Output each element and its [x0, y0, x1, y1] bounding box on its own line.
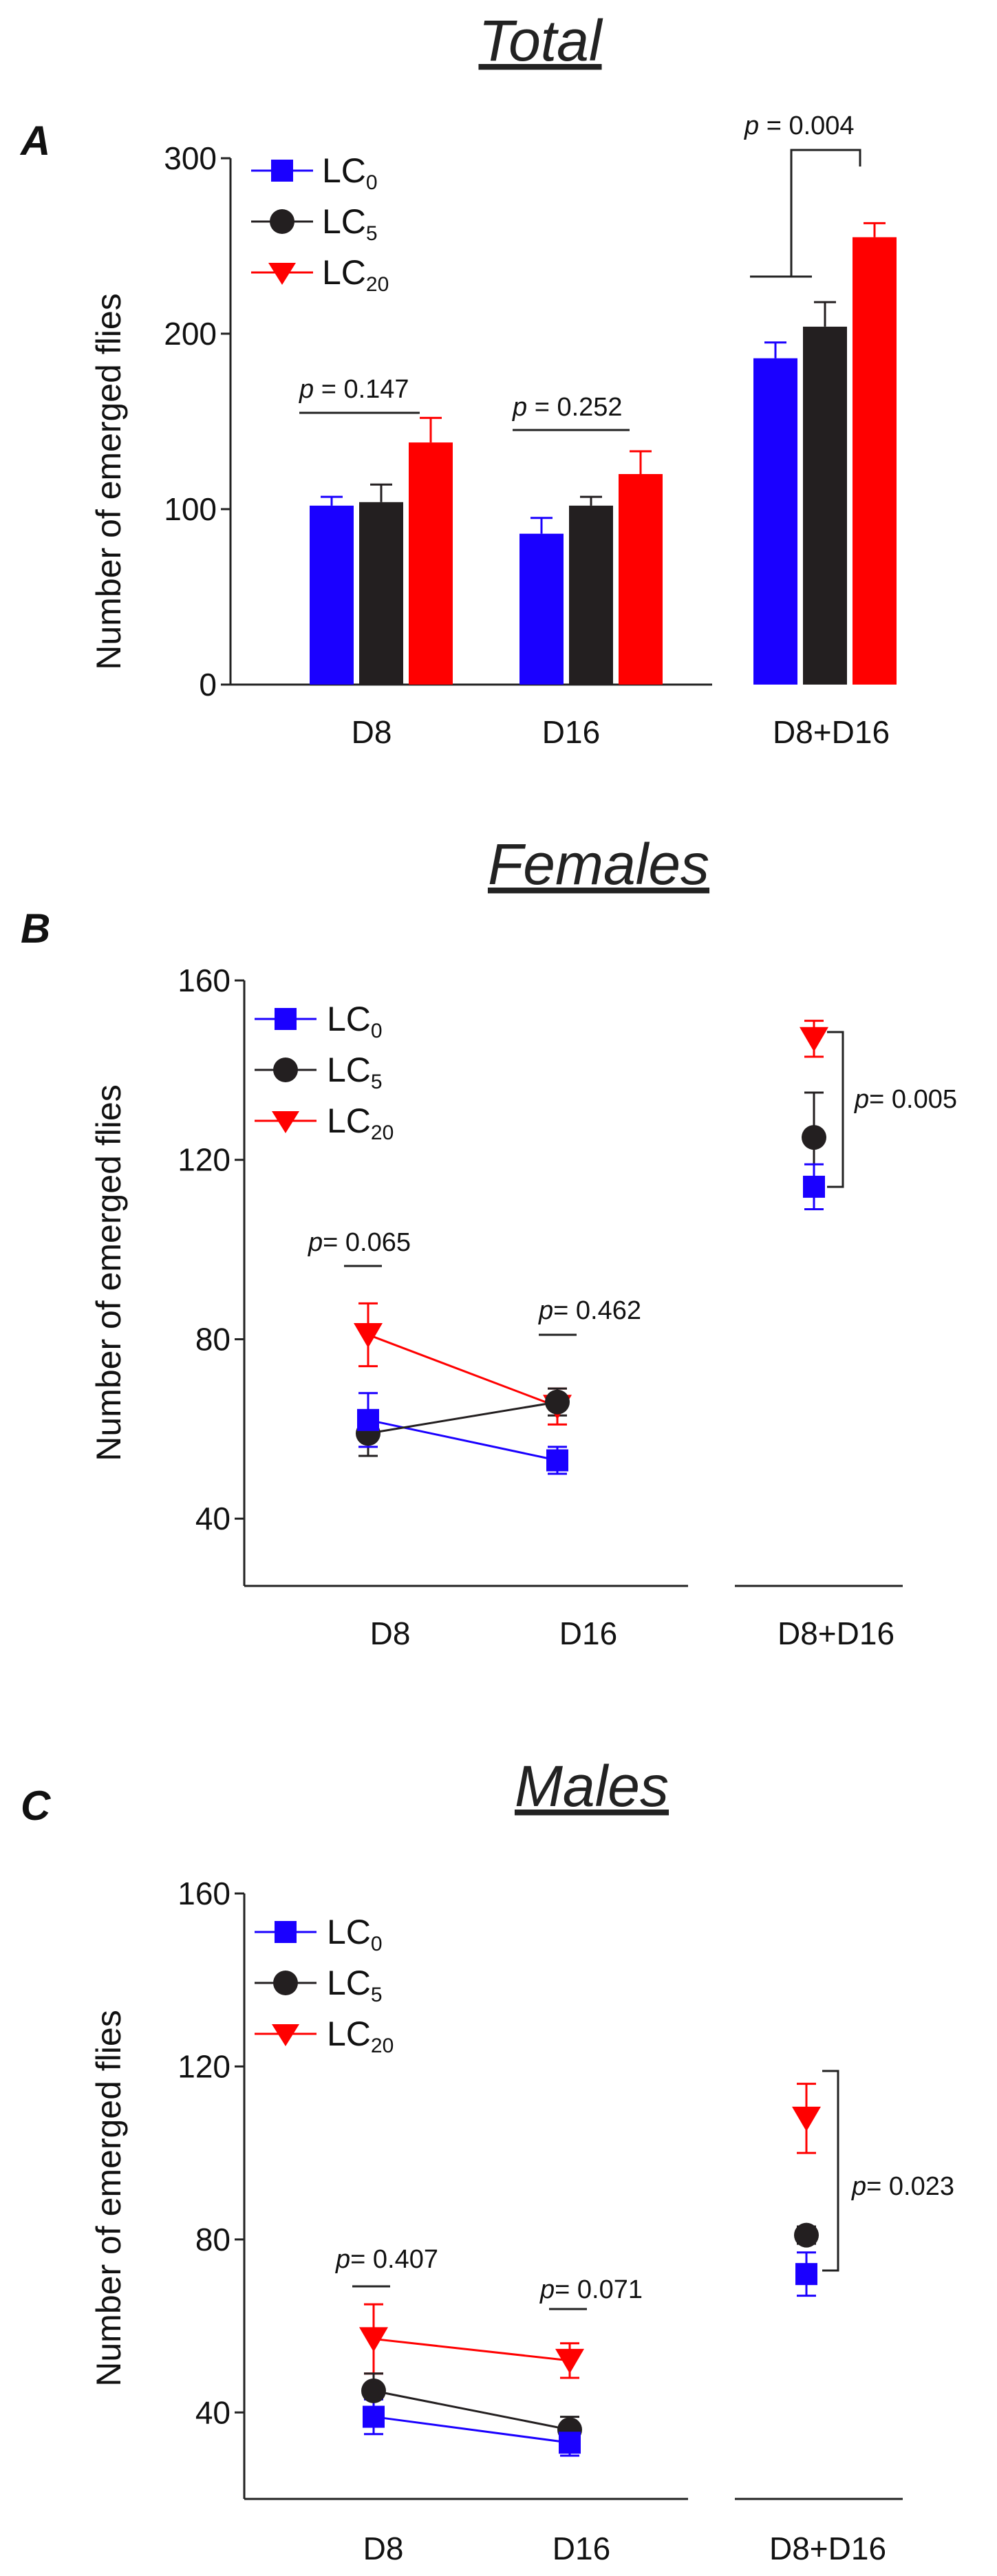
data-point-triangle	[800, 1027, 828, 1052]
data-point-circle	[361, 2378, 386, 2403]
panel-a-bracket	[750, 149, 861, 278]
data-point-triangle	[359, 2327, 388, 2352]
data-point-triangle	[354, 1322, 383, 1348]
panel-a-ylabel: Number of emerged flies	[89, 293, 128, 669]
panel-a-label: A	[19, 118, 50, 164]
panel-c-label: C	[21, 1783, 52, 1829]
y-tick-label: 120	[178, 2048, 231, 2084]
legend-triangle-marker	[272, 1111, 299, 1133]
legend-label: LC20	[327, 1102, 394, 1144]
panel-a-category-label: D16	[542, 714, 600, 750]
panel-c-pvalue: p= 0.023	[851, 2172, 954, 2201]
y-tick-label: 40	[195, 1501, 231, 1536]
y-tick-label: 300	[164, 140, 217, 176]
panel-a-pvalue: p = 0.252	[512, 393, 623, 422]
panel-b-pvalue: p= 0.065	[308, 1228, 411, 1257]
bar	[619, 474, 663, 685]
panel-a-category-label: D8	[352, 714, 392, 750]
legend-circle-marker	[273, 1058, 298, 1082]
bar	[853, 237, 897, 685]
legend-label: LC20	[322, 253, 389, 296]
panel-b-category-label: D16	[559, 1616, 617, 1651]
panel-c: Males C Number of emerged flies 40 80 120 1…	[21, 1754, 954, 2566]
panel-a-title: Total	[478, 8, 603, 73]
panel-c-bracket	[822, 2070, 839, 2272]
data-point-square	[795, 2263, 817, 2286]
panel-c-category-label: D8	[363, 2531, 404, 2566]
y-tick-label: 160	[178, 1876, 231, 1911]
legend-label: LC5	[327, 1051, 383, 1093]
bar	[753, 358, 797, 685]
panel-c-ylabel: Number of emerged flies	[89, 2010, 128, 2386]
legend-square-marker	[271, 160, 293, 182]
y-tick-label: 100	[164, 491, 217, 527]
panel-b-pvalue: p= 0.005	[854, 1085, 957, 1114]
panel-b-bracket	[827, 1031, 844, 1188]
data-point-triangle	[555, 2348, 584, 2374]
data-point-circle	[802, 1125, 826, 1150]
series-line	[367, 1419, 558, 1461]
panel-a-legend: LC0 LC5 LC20	[251, 151, 389, 296]
legend-label: LC20	[327, 2015, 394, 2057]
panel-b-legend: LC0 LC5 LC20	[255, 1000, 394, 1144]
bar	[519, 533, 564, 685]
panel-a-pvalue: p = 0.004	[744, 111, 855, 140]
panel-b-category-label: D8+D16	[778, 1616, 894, 1651]
panel-c-pvalue: p= 0.071	[539, 2275, 643, 2304]
panel-c-title: Males	[515, 1754, 669, 1818]
legend-label: LC5	[322, 202, 378, 245]
series-line	[367, 1401, 558, 1435]
panel-c-category-label: D8+D16	[769, 2531, 886, 2566]
legend-square-marker	[275, 1008, 297, 1030]
legend-square-marker	[275, 1921, 297, 1943]
panel-b-pvalue: p= 0.462	[538, 1296, 641, 1325]
y-tick-label: 200	[164, 316, 217, 352]
bar	[310, 505, 354, 685]
bar	[569, 505, 613, 685]
panel-a-pvalue: p = 0.147	[299, 375, 409, 404]
legend-label: LC0	[327, 1000, 383, 1042]
series-line	[373, 2416, 570, 2444]
panel-b-category-label: D8	[370, 1616, 411, 1651]
panel-b-title: Females	[488, 832, 709, 897]
data-point-square	[559, 2432, 581, 2454]
legend-circle-marker	[270, 209, 294, 234]
panel-b-ylabel: Number of emerged flies	[89, 1084, 128, 1461]
legend-circle-marker	[273, 1971, 298, 1995]
legend-label: LC5	[327, 1964, 383, 2006]
legend-triangle-marker	[272, 2024, 299, 2046]
data-point-triangle	[792, 2106, 821, 2132]
y-tick-label: 120	[178, 1142, 231, 1178]
data-point-circle	[545, 1389, 570, 1415]
data-point-square	[363, 2405, 385, 2428]
legend-label: LC0	[322, 151, 378, 194]
y-tick-label: 0	[199, 667, 217, 702]
series-line	[373, 2390, 570, 2431]
panel-c-legend: LC0 LC5 LC20	[255, 1913, 394, 2057]
y-tick-label: 160	[178, 963, 231, 998]
legend-triangle-marker	[268, 263, 296, 285]
panel-b: Females B Number of emerged flies 40 80 12…	[21, 832, 957, 1651]
legend-label: LC0	[327, 1913, 383, 1955]
data-point-square	[546, 1449, 568, 1472]
y-tick-label: 80	[195, 2222, 231, 2257]
data-point-square	[357, 1408, 379, 1431]
bar	[803, 326, 847, 685]
panel-c-category-label: D16	[553, 2531, 610, 2566]
series-line	[367, 1333, 558, 1408]
panel-a-category-label: D8+D16	[773, 714, 890, 750]
data-point-square	[803, 1175, 825, 1198]
bar	[409, 442, 453, 685]
bar	[359, 502, 403, 685]
y-tick-label: 40	[195, 2394, 231, 2430]
panel-c-pvalue: p= 0.407	[335, 2245, 438, 2274]
data-point-circle	[794, 2222, 819, 2248]
series-line	[373, 2337, 570, 2362]
y-tick-label: 80	[195, 1321, 231, 1357]
panel-a: Total A Number of emerged flies 0 100 200 3…	[19, 8, 897, 750]
panel-b-label: B	[21, 905, 50, 952]
